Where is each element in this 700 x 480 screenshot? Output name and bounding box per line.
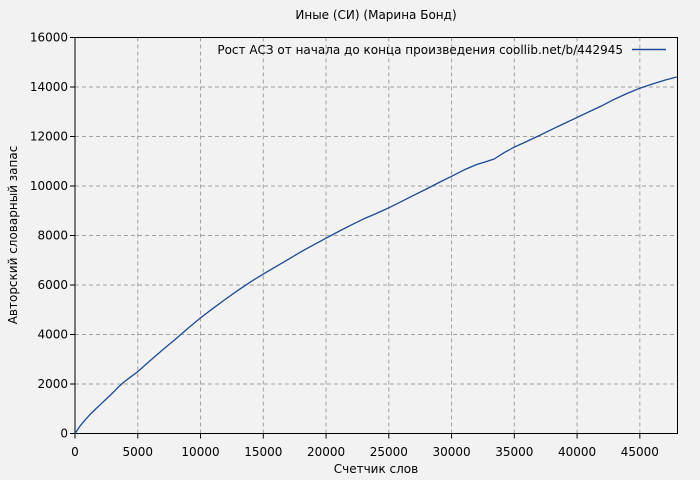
y-tick-label: 10000 <box>30 179 68 193</box>
x-tick-label: 35000 <box>495 445 533 459</box>
series-line <box>74 76 677 435</box>
x-tick-label: 40000 <box>558 445 596 459</box>
x-tick-label: 10000 <box>181 445 219 459</box>
x-tick-label: 30000 <box>432 445 470 459</box>
y-tick-label: 14000 <box>30 80 68 94</box>
x-tick-label: 45000 <box>621 445 659 459</box>
plot-area: 0 5000 10000 15000 20000 25000 30000 35000 40000… <box>30 31 678 459</box>
y-tick-label: 4000 <box>37 328 68 342</box>
y-tick-label: 8000 <box>37 229 68 243</box>
y-tick-label: 16000 <box>30 31 68 45</box>
y-tick-label: 12000 <box>30 130 68 144</box>
x-tick-label: 20000 <box>307 445 345 459</box>
y-tick-label: 2000 <box>37 377 68 391</box>
legend: Рост АСЗ от начала до конца произведения… <box>217 43 666 57</box>
x-tick-label: 5000 <box>122 445 153 459</box>
y-axis-label: Авторский словарный запас <box>6 146 20 325</box>
x-tick-label: 0 <box>71 445 79 459</box>
y-tick-label: 6000 <box>37 278 68 292</box>
x-tick-label: 15000 <box>244 445 282 459</box>
y-tick-label: 0 <box>60 427 68 441</box>
legend-label: Рост АСЗ от начала до конца произведения… <box>217 43 623 57</box>
x-tick-label: 25000 <box>370 445 408 459</box>
x-axis-label: Счетчик слов <box>334 462 418 476</box>
chart-title: Иные (СИ) (Марина Бонд) <box>295 8 456 22</box>
